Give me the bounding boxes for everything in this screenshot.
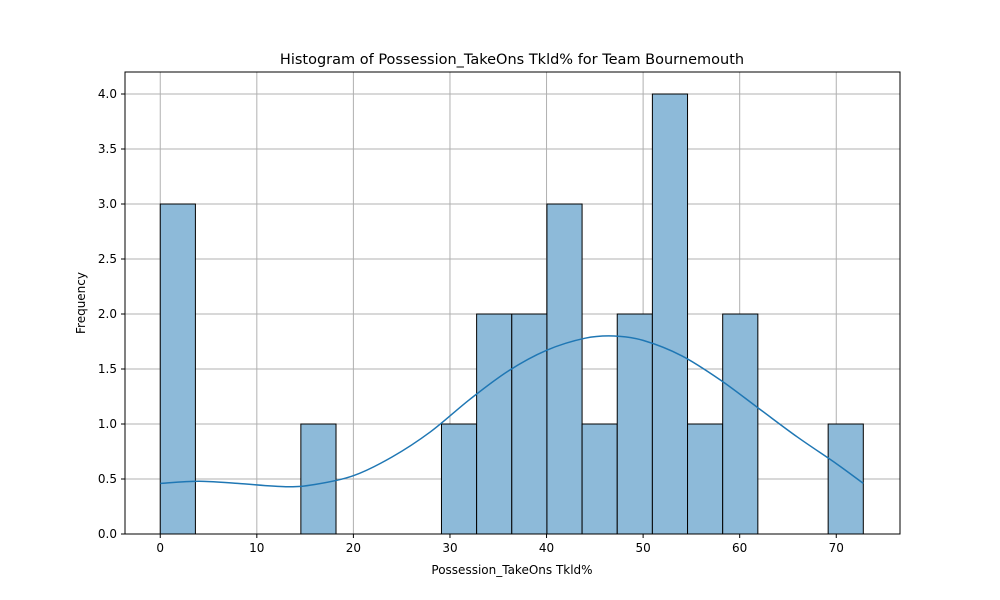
plot-frame [124,71,901,535]
chart-title: Histogram of Possession_TakeOns Tkld% fo… [280,52,744,68]
histogram-bar [616,313,653,535]
y-tick-label: 0.5 [98,472,117,486]
y-axis-label: Frequency [74,272,88,334]
x-tick-label: 40 [539,541,554,555]
histogram-bar [300,423,337,535]
y-tick-label: 1.0 [98,417,117,431]
histogram-bar [159,203,196,535]
y-tick-label: 2.0 [98,307,117,321]
x-tick-label: 20 [346,541,361,555]
histogram-bar [511,313,548,535]
histogram-bar [722,313,759,535]
x-tick-label: 30 [442,541,457,555]
y-axis-ticks: 0.0 0.5 1.0 1.5 2.0 2.5 3.0 3.5 4.0 [98,87,125,541]
x-tick-label: 50 [635,541,650,555]
x-tick-label: 0 [156,541,164,555]
histogram-bar [581,423,618,535]
histogram-bar [476,313,513,535]
y-tick-label: 3.0 [98,197,117,211]
x-axis-label: Possession_TakeOns Tkld% [431,563,592,577]
kde-line [160,335,864,488]
histogram-bar [546,203,583,535]
x-tick-label: 70 [829,541,844,555]
histogram-bar [651,93,689,535]
kde-curve-group [160,335,864,488]
y-tick-label: 2.5 [98,252,117,266]
y-tick-label: 3.5 [98,142,117,156]
histogram-bar [440,423,478,535]
y-tick-label: 1.5 [98,362,117,376]
x-axis-ticks: 0 10 20 30 40 50 60 70 [156,534,844,555]
y-tick-label: 4.0 [98,87,117,101]
y-tick-label: 0.0 [98,527,117,541]
histogram-bar [687,423,724,535]
x-tick-label: 10 [249,541,264,555]
histogram-bars [159,93,864,535]
x-tick-label: 60 [732,541,747,555]
